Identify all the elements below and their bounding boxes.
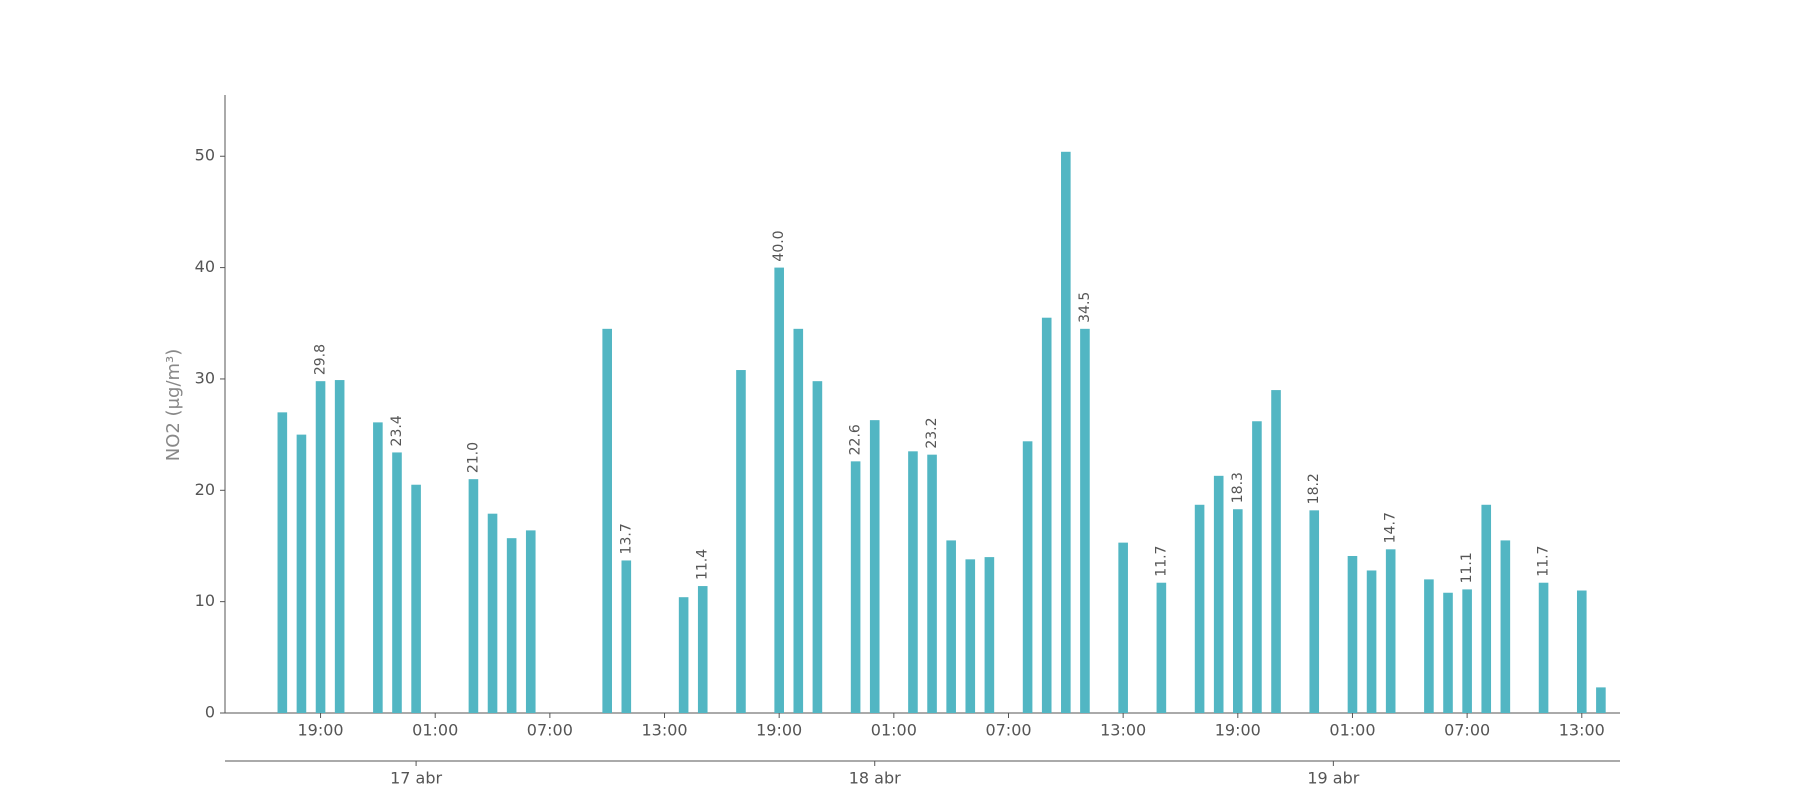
x-tick-label: 19:00 [756, 721, 802, 740]
y-tick-label: 50 [195, 146, 215, 165]
bar [1233, 509, 1243, 713]
bar [296, 434, 307, 713]
date-label: 18 abr [849, 769, 901, 788]
value-label: 29.8 [313, 344, 329, 375]
bar [315, 381, 326, 713]
x-tick-label: 19:00 [297, 721, 343, 740]
bar [774, 267, 784, 713]
y-tick-label: 10 [195, 591, 215, 610]
bar [392, 452, 402, 713]
bar [1366, 570, 1377, 713]
value-label: 11.4 [695, 549, 711, 580]
bar [373, 422, 383, 713]
bar [1481, 504, 1492, 713]
bar [1080, 328, 1090, 713]
bar [1500, 540, 1511, 713]
x-tick-label: 01:00 [1329, 721, 1375, 740]
bar [602, 328, 612, 713]
bar [525, 530, 536, 713]
x-tick-label: 01:00 [871, 721, 917, 740]
value-label: 11.1 [1459, 552, 1475, 583]
bar [1213, 475, 1224, 713]
bar [1271, 390, 1281, 713]
bar [850, 461, 861, 713]
bar [506, 538, 517, 713]
y-tick-label: 20 [195, 480, 215, 499]
bar [1061, 151, 1071, 713]
x-tick-label: 07:00 [527, 721, 573, 740]
bar [1538, 582, 1549, 713]
bar [869, 420, 880, 713]
bar [411, 484, 421, 713]
bar [1596, 687, 1606, 713]
bar [1347, 555, 1358, 713]
bar [927, 454, 937, 713]
x-tick-label: 13:00 [1559, 721, 1605, 740]
x-tick-label: 13:00 [641, 721, 687, 740]
bar [946, 540, 956, 713]
bar [697, 586, 708, 713]
value-label: 23.2 [924, 417, 940, 448]
value-label: 22.6 [848, 424, 864, 455]
bar [1576, 590, 1587, 713]
bar [277, 412, 288, 713]
x-tick-label: 01:00 [412, 721, 458, 740]
x-tick-label: 13:00 [1100, 721, 1146, 740]
value-label: 11.7 [1536, 546, 1552, 577]
bar [1156, 582, 1167, 713]
bar [1041, 317, 1052, 713]
bar [621, 560, 632, 713]
bar [1424, 579, 1434, 713]
bar [334, 380, 345, 713]
bar [812, 381, 823, 713]
value-label: 21.0 [465, 442, 481, 473]
bar [793, 328, 804, 713]
value-label: 23.4 [389, 415, 405, 446]
bar [736, 370, 746, 713]
x-tick-label: 07:00 [985, 721, 1031, 740]
bar [1022, 441, 1033, 713]
bar [984, 557, 995, 713]
bar [468, 479, 479, 713]
value-label: 11.7 [1153, 546, 1169, 577]
x-tick-label: 19:00 [1215, 721, 1261, 740]
bar [678, 597, 689, 713]
date-label: 19 abr [1307, 769, 1359, 788]
value-label: 40.0 [771, 230, 787, 261]
value-label: 34.5 [1077, 292, 1093, 323]
bar [908, 451, 918, 713]
bar [487, 513, 498, 713]
bar [1194, 504, 1205, 713]
y-axis-label: NO2 (μg/m³) [163, 349, 184, 462]
y-tick-label: 0 [205, 703, 215, 722]
value-label: 18.3 [1230, 472, 1246, 503]
bar [1443, 592, 1453, 713]
bar [1462, 589, 1472, 713]
y-tick-label: 30 [195, 368, 215, 387]
value-label: 13.7 [618, 523, 634, 554]
bar [1252, 421, 1262, 713]
bar [965, 559, 976, 713]
bar [1118, 542, 1128, 713]
bar [1385, 549, 1396, 713]
value-label: 14.7 [1383, 512, 1399, 543]
x-tick-label: 07:00 [1444, 721, 1490, 740]
value-label: 18.2 [1306, 473, 1322, 504]
date-label: 17 abr [390, 769, 442, 788]
bar [1309, 510, 1320, 713]
y-tick-label: 40 [195, 257, 215, 276]
